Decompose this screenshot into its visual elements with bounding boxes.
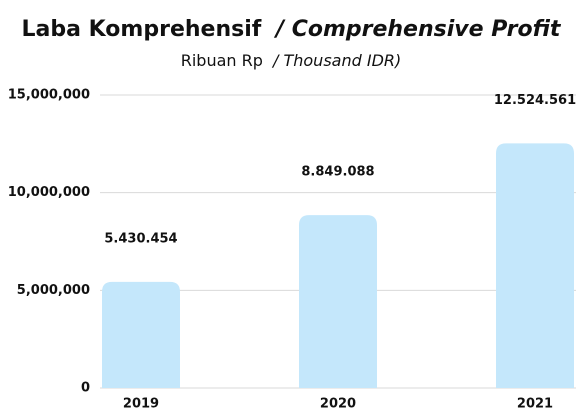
y-tick-label: 10,000,000 [8, 185, 90, 200]
bar [299, 215, 377, 388]
value-label: 12.524.561 [494, 93, 576, 108]
bar [102, 281, 180, 388]
bar [496, 143, 574, 388]
title-part: / Comprehensive Profit [273, 17, 562, 42]
chart-subtitle: Ribuan Rp / Thousand IDR) [181, 51, 402, 70]
subtitle-part: / Thousand IDR) [271, 51, 401, 70]
x-tick-label: 2020 [320, 397, 356, 412]
value-label: 8.849.088 [301, 165, 374, 180]
chart-title: Laba Komprehensif / Comprehensive Profit [22, 17, 562, 42]
y-tick-label: 0 [81, 381, 90, 396]
subtitle-part: Ribuan Rp [181, 51, 263, 70]
x-tick-label: 2021 [517, 397, 553, 412]
value-label: 5.430.454 [104, 231, 177, 246]
y-tick-label: 5,000,000 [17, 283, 90, 298]
y-tick-label: 15,000,000 [8, 88, 90, 103]
title-part: Laba Komprehensif [22, 17, 262, 42]
x-tick-label: 2019 [123, 397, 159, 412]
